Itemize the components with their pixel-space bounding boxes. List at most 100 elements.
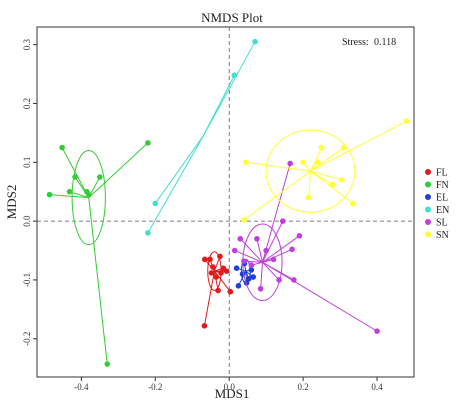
- x-tick-label: 0.2: [297, 382, 308, 392]
- spider-line: [203, 271, 215, 326]
- data-point: [215, 287, 221, 294]
- series-sn: [241, 118, 410, 223]
- spider-line: [49, 194, 89, 199]
- x-tick-label: -0.2: [148, 382, 162, 392]
- legend-marker: [425, 181, 431, 188]
- spider-line: [262, 220, 284, 263]
- data-point: [243, 159, 249, 166]
- confidence-ellipse: [265, 129, 356, 213]
- data-point: [210, 264, 216, 270]
- data-point: [403, 118, 410, 124]
- spider-line: [213, 271, 219, 291]
- series-sl: [231, 160, 380, 334]
- data-point: [254, 235, 260, 242]
- data-point: [276, 277, 282, 283]
- spider-line: [260, 262, 263, 289]
- data-point: [350, 200, 356, 207]
- x-tick-label: 0.0: [224, 382, 236, 392]
- data-point: [235, 283, 242, 289]
- spider-line: [310, 147, 345, 172]
- y-tick-label: -0.1: [22, 273, 32, 287]
- data-point: [318, 144, 325, 151]
- spider-line: [88, 142, 149, 198]
- data-point: [201, 323, 208, 329]
- data-point: [218, 270, 224, 276]
- data-point: [237, 235, 244, 242]
- data-point: [257, 285, 264, 292]
- legend-marker: [425, 194, 431, 200]
- chart-title: NMDS Plot: [201, 10, 263, 25]
- data-point: [291, 277, 297, 283]
- spider-line: [308, 171, 312, 198]
- plot-frame: [36, 26, 415, 378]
- legend-label: SN: [436, 230, 449, 241]
- x-tick-label: 0.4: [371, 382, 383, 392]
- confidence-ellipse: [71, 150, 106, 246]
- data-point: [97, 174, 103, 180]
- spider-line: [61, 147, 90, 198]
- data-point: [374, 328, 380, 334]
- data-point: [263, 247, 269, 254]
- data-point: [252, 38, 258, 45]
- data-point: [145, 140, 151, 146]
- spider-line: [239, 238, 263, 263]
- data-point: [46, 191, 53, 198]
- spider-line: [262, 261, 280, 281]
- data-point: [104, 361, 111, 367]
- data-point: [145, 230, 151, 236]
- data-point: [233, 265, 240, 271]
- data-point: [250, 274, 257, 280]
- series-layer: [46, 38, 410, 367]
- x-tick-label: -0.4: [74, 382, 89, 392]
- spider-line: [234, 250, 263, 263]
- y-tick-label: 0.0: [22, 215, 32, 227]
- data-point: [231, 72, 238, 79]
- spider-line: [262, 248, 293, 263]
- data-point: [227, 288, 234, 295]
- data-point: [231, 247, 238, 254]
- data-point: [217, 253, 223, 260]
- legend-label: EL: [436, 193, 448, 204]
- data-point: [248, 267, 255, 273]
- axis-ticks: -0.4 -0.2 0.0 0.2 0.4 -0.2 -0.1 0.0 0.1 0.2 0.3: [22, 39, 383, 392]
- spider-line: [262, 261, 378, 332]
- data-point: [245, 275, 252, 282]
- spider-line: [245, 161, 311, 172]
- spider-line: [243, 260, 263, 263]
- data-point: [59, 144, 65, 151]
- data-point: [279, 218, 286, 224]
- spider-line: [310, 147, 323, 172]
- y-tick-label: -0.2: [22, 332, 32, 346]
- spider-line: [147, 135, 204, 234]
- data-point: [241, 217, 247, 223]
- legend-label: EN: [436, 205, 449, 216]
- legend-marker: [425, 231, 431, 238]
- data-point: [152, 200, 159, 207]
- stress-annotation: Stress: 0.118: [342, 37, 396, 48]
- spider-line: [310, 120, 407, 172]
- data-point: [329, 181, 336, 188]
- spider-line: [310, 170, 354, 204]
- legend-marker: [425, 169, 431, 175]
- y-tick-label: 0.3: [22, 39, 32, 51]
- y-tick-label: 0.1: [22, 157, 32, 168]
- spider-line: [154, 135, 204, 204]
- legend-label: FN: [436, 180, 449, 191]
- data-point: [305, 194, 312, 201]
- data-point: [339, 177, 345, 183]
- legend-label: SL: [436, 218, 448, 229]
- legend-label: FL: [436, 168, 448, 179]
- spider-line: [202, 41, 256, 137]
- data-point: [287, 160, 293, 167]
- data-point: [248, 262, 255, 269]
- spider-line: [262, 235, 300, 263]
- data-point: [85, 191, 92, 198]
- y-tick-label: 0.2: [22, 98, 32, 109]
- series-fl: [201, 251, 234, 329]
- data-point: [202, 256, 208, 263]
- data-point: [241, 258, 247, 264]
- data-point: [300, 159, 306, 166]
- data-point: [223, 268, 230, 274]
